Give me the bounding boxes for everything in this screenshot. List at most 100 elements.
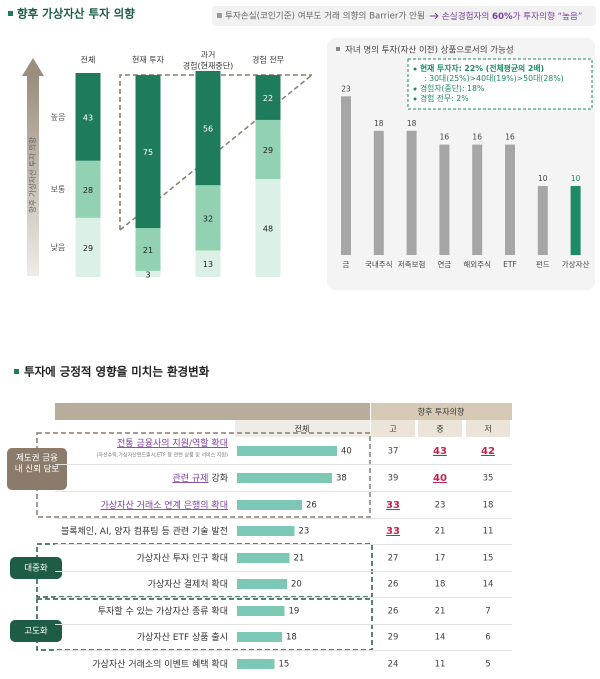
value-label: 23 [341,84,351,93]
category-label: 해외주식 [463,259,491,269]
panel-bullet [336,47,340,51]
cell-value: 21 [435,527,446,537]
bar-segment [195,70,221,186]
row-label: 가상자산 거래소 연계 은행의 확대 [101,499,228,511]
cell-value: 39 [388,474,399,484]
cell-value: 21 [435,607,446,617]
label-part: 가상자산 거래소 연계 은행의 확대 [101,499,228,511]
column-header-cell [466,420,510,437]
cell-value: 11 [435,660,446,670]
series-label: 높음 [51,112,66,121]
value-label: 15 [279,660,290,670]
note-box [212,6,596,26]
bar-segment [75,73,101,161]
bar-segment [195,250,221,277]
section-bullet [14,369,19,374]
cell-value: 14 [483,580,494,590]
column-header: 저 [484,425,491,434]
cell-value: 6 [485,633,490,643]
column-header-cell [371,420,415,437]
bar [406,130,417,255]
value-label: 40 [341,447,352,457]
section-title: 투자에 긍정적 영향을 미치는 환경변화 [24,365,210,379]
label-part: 가상자산 거래소의 이벤트 혜택 확대 [92,658,228,670]
category-label: 펀드 [536,260,550,269]
header-band [55,403,370,420]
callout-bullet [413,67,417,71]
row-label: 가상자산 거래소의 이벤트 혜택 확대 [92,658,228,670]
value-label: 10 [571,174,581,183]
group-badge [7,448,67,490]
bar [237,579,287,589]
value-label: 18 [374,119,384,128]
label-part: 투자할 수 있는 가상자산 종류 확대 [98,605,228,617]
label-part: 전통 금융사의 지원/역할 확대 [117,437,228,449]
category-label: 경험 전무 [252,55,284,65]
category-label: 저축보험 [398,260,426,269]
value-label: 19 [289,607,300,617]
cell-value: 18 [483,501,494,511]
bar [237,446,337,456]
row-label: 가상자산 결제처 확대 [148,578,228,590]
value-label: 23 [299,527,310,537]
series-label: 보통 [51,185,66,194]
column-header: 고 [389,425,396,434]
group-badge [10,557,62,579]
callout-line: : 30대(25%)>40대(19%)>50대(28%) [424,74,564,83]
category-label: 가상자산 [562,259,590,269]
row-label: 관련 규제 강화 [172,473,228,484]
bar [237,473,332,483]
bar [237,632,282,642]
column-header: 중 [436,425,443,434]
note-part: 가 투자의향 “높음” [513,10,583,22]
bar-segment [135,228,161,271]
category-label: 전체 [81,55,96,65]
cell-value: 42 [481,446,495,457]
bar [373,130,384,255]
bar [237,659,275,669]
bar [505,144,515,255]
value-label: 43 [83,113,93,122]
bar [570,186,581,255]
cell-value: 27 [388,554,399,564]
value-label: 29 [83,244,93,253]
value-label: 22 [263,94,273,103]
category-label: 금 [343,260,350,269]
bar [237,553,290,563]
value-label: 16 [440,133,450,142]
title-bullet [8,11,13,16]
bar [237,526,295,536]
row-label: 전통 금융사의 지원/역할 확대 [117,437,228,449]
callout-bullet [413,97,417,101]
callout-line: 경험 전무: 2% [420,93,469,103]
bar-segment [135,75,161,229]
column-header-cell [418,420,462,437]
cell-value: 26 [388,607,399,617]
label-part: 강화 [211,473,228,484]
cell-value: 11 [483,527,494,537]
category-label: 국내주식 [365,260,393,269]
label-part: 가상자산 결제처 확대 [148,578,228,590]
callout-line: 경험자(중단): 18% [420,83,484,93]
cell-value: 33 [386,526,400,537]
cell-value: 17 [435,554,446,564]
bar [439,144,450,255]
value-label: 29 [263,146,273,155]
y-axis-label: 향후 가상자산 투자 의향 [27,137,37,213]
value-label: 32 [203,214,213,223]
value-label: 56 [203,125,213,134]
note-bullet [217,13,222,18]
panel-title: 자녀 명의 투자(자산 이전) 상품으로서의 가능성 [345,45,514,56]
row-label: 투자할 수 있는 가상자산 종류 확대 [98,605,228,617]
column-header: 전체 [295,424,310,434]
note-highlight: 손실경험자의 60%가 투자의향 “높음” [442,10,582,22]
value-label: 38 [336,474,347,484]
note-arrow [429,12,439,20]
group-header: 향후 투자의향 [418,407,465,417]
cell-value: 35 [483,474,494,484]
bar-segment [75,217,101,277]
cell-value: 24 [388,660,399,670]
cell-value: 5 [485,660,490,670]
row-label: 블록체인, AI, 양자 컴퓨팅 등 관련 기술 발전 [61,525,228,537]
